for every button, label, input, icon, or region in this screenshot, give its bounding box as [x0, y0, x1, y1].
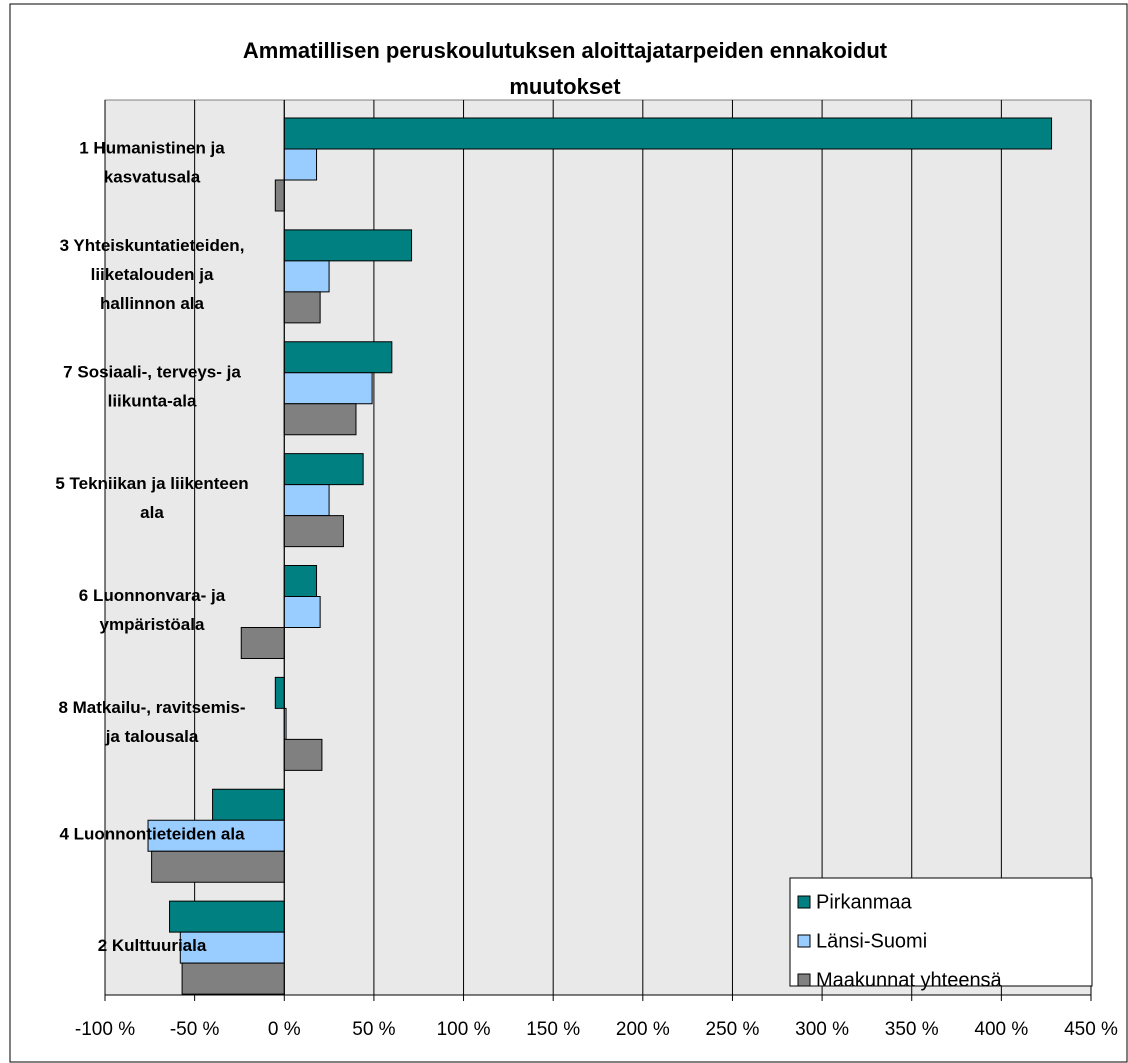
category-label: 1 Humanistinen ja kasvatusala — [79, 139, 225, 187]
bar — [179, 931, 285, 964]
legend-label: Länsi-Suomi — [816, 930, 927, 952]
bar — [212, 788, 285, 821]
bar — [283, 372, 373, 405]
legend-swatch — [797, 895, 811, 909]
x-tick-label: -100 % — [75, 1019, 135, 1040]
legend-swatch — [797, 934, 811, 948]
x-tick-label: 150 % — [526, 1019, 580, 1040]
bar — [283, 148, 318, 181]
x-tick-label: 300 % — [795, 1019, 849, 1040]
x-tick-label: 250 % — [706, 1019, 760, 1040]
bar — [274, 676, 285, 709]
bar — [274, 179, 285, 212]
category-label: 5 Tekniikan ja liikenteen ala — [55, 475, 248, 523]
bar — [283, 341, 393, 374]
category-label: 3 Yhteiskuntatieteiden, liiketalouden ja h… — [60, 236, 245, 313]
legend — [789, 877, 1093, 987]
legend-label: Pirkanmaa — [816, 891, 912, 913]
bar — [240, 627, 285, 659]
x-tick-label: 100 % — [437, 1019, 491, 1040]
bar — [283, 515, 344, 548]
x-tick-label: 0 % — [268, 1019, 301, 1040]
category-label: 4 Luonnontieteiden ala — [59, 825, 245, 844]
category-label: 2 Kulttuuriala — [98, 937, 207, 956]
x-tick-label: 400 % — [974, 1019, 1028, 1040]
bar — [283, 403, 357, 436]
bar — [283, 596, 321, 628]
bar — [169, 900, 285, 933]
bar — [283, 117, 1053, 150]
bar — [151, 850, 285, 883]
bar — [283, 260, 330, 293]
x-tick-label: 450 % — [1064, 1019, 1118, 1040]
category-label: 8 Matkailu-, ravitsemis-ja talousala — [58, 698, 245, 746]
bar — [283, 229, 413, 262]
bar — [283, 484, 330, 517]
x-tick-label: -50 % — [170, 1019, 220, 1040]
legend-label: Maakunnat yhteensä — [816, 969, 1003, 991]
bar — [283, 565, 318, 597]
bar — [283, 291, 321, 324]
bar — [181, 962, 285, 995]
bar — [283, 738, 323, 771]
x-tick-label: 200 % — [616, 1019, 670, 1040]
category-label: 6 Luonnonvara- ja ympäristöala — [79, 586, 226, 634]
x-tick-label: 350 % — [885, 1019, 939, 1040]
legend-swatch — [797, 973, 811, 987]
category-label: 7 Sosiaali-, terveys- ja liikunta-ala — [63, 363, 241, 411]
bar — [283, 453, 364, 486]
x-tick-label: 50 % — [352, 1019, 395, 1040]
chart-title: Ammatillisen peruskoulutuksen aloittajat… — [243, 38, 888, 99]
